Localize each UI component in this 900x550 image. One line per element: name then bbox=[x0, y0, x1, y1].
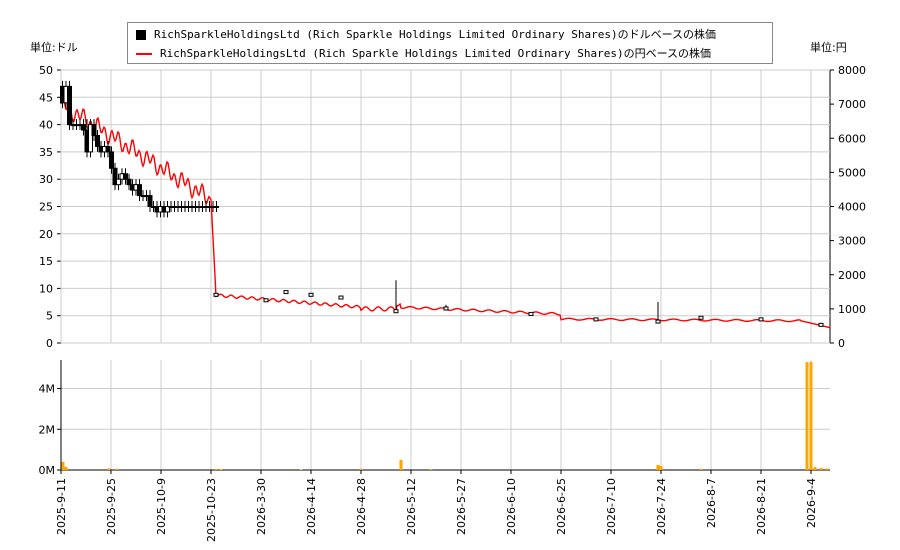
right-tick-label: 4000 bbox=[838, 201, 866, 214]
x-tick-label: 2026-4-14 bbox=[305, 478, 318, 535]
right-tick-label: 1000 bbox=[838, 303, 866, 316]
candle-body bbox=[338, 295, 344, 300]
candle-body bbox=[655, 319, 661, 324]
candle-body bbox=[818, 322, 824, 327]
x-tick-label: 2025-9-11 bbox=[55, 478, 68, 535]
x-tick-label: 2025-9-25 bbox=[105, 478, 118, 535]
candle-body bbox=[88, 124, 93, 153]
right-tick-label: 7000 bbox=[838, 98, 866, 111]
candle-body bbox=[263, 298, 269, 303]
left-tick-label: 50 bbox=[39, 64, 53, 77]
candle-body bbox=[105, 145, 111, 153]
candle-body bbox=[758, 317, 764, 322]
volume-bar bbox=[699, 468, 703, 470]
x-tick-label: 2026-8-21 bbox=[755, 478, 768, 535]
candle-body bbox=[67, 85, 72, 126]
volume-bar bbox=[214, 468, 218, 470]
volume-bar bbox=[659, 465, 663, 470]
candle-body bbox=[698, 315, 704, 320]
volume-panel-bg bbox=[61, 360, 830, 470]
x-tick-label: 2026-7-10 bbox=[605, 478, 618, 535]
candle-body bbox=[528, 311, 534, 316]
candle-body bbox=[593, 317, 599, 322]
left-tick-label: 10 bbox=[39, 282, 53, 295]
right-tick-label: 6000 bbox=[838, 132, 866, 145]
candle-body bbox=[123, 173, 128, 180]
candle-body bbox=[81, 124, 86, 131]
candle-body bbox=[116, 178, 121, 186]
volume-bar bbox=[64, 466, 68, 470]
candle-body bbox=[393, 309, 399, 314]
x-tick-label: 2025-10-9 bbox=[155, 478, 168, 535]
right-tick-label: 8000 bbox=[838, 64, 866, 77]
volume-bar bbox=[819, 467, 823, 470]
candle-body bbox=[283, 290, 289, 295]
right-tick-label: 3000 bbox=[838, 235, 866, 248]
left-tick-label: 0 bbox=[46, 337, 53, 350]
legend-label-yen: RichSparkleHoldingsLtd (Rich Sparkle Hol… bbox=[160, 47, 712, 60]
legend: RichSparkleHoldingsLtd (Rich Sparkle Hol… bbox=[127, 22, 773, 64]
legend-label-dollar: RichSparkleHoldingsLtd (Rich Sparkle Hol… bbox=[154, 28, 717, 41]
volume-bar bbox=[813, 466, 817, 470]
left-tick-label: 40 bbox=[39, 119, 53, 132]
volume-bar bbox=[825, 468, 829, 470]
candle-body bbox=[95, 135, 100, 147]
left-tick-label: 20 bbox=[39, 228, 53, 241]
x-tick-label: 2026-6-10 bbox=[505, 478, 518, 535]
legend-item-dollar: RichSparkleHoldingsLtd (Rich Sparkle Hol… bbox=[136, 26, 716, 44]
x-tick-label: 2026-6-25 bbox=[555, 478, 568, 535]
candle-swatch-icon bbox=[136, 30, 146, 40]
candle-body bbox=[137, 184, 142, 197]
volume-bar bbox=[115, 468, 119, 470]
candle-body bbox=[109, 151, 114, 169]
volume-tick-label: 2M bbox=[39, 423, 56, 436]
x-tick-label: 2026-5-12 bbox=[405, 478, 418, 535]
candle-body bbox=[147, 195, 153, 208]
candle-body bbox=[308, 292, 314, 297]
left-tick-label: 30 bbox=[39, 173, 53, 186]
right-axis-unit: 単位:円 bbox=[810, 41, 847, 54]
x-tick-label: 2026-7-24 bbox=[655, 478, 668, 535]
left-tick-label: 15 bbox=[39, 255, 53, 268]
candle-body bbox=[213, 292, 219, 297]
volume-bar bbox=[107, 468, 111, 470]
volume-bar bbox=[219, 469, 223, 470]
legend-item-yen: RichSparkleHoldingsLtd (Rich Sparkle Hol… bbox=[136, 45, 711, 63]
volume-bar bbox=[805, 362, 809, 470]
left-tick-label: 35 bbox=[39, 146, 53, 159]
x-tick-label: 2026-9-4 bbox=[805, 478, 818, 528]
candle-body bbox=[443, 306, 449, 311]
volume-bar bbox=[299, 469, 303, 470]
volume-bar bbox=[359, 468, 363, 470]
x-tick-label: 2026-5-27 bbox=[455, 478, 468, 535]
volume-bar bbox=[809, 362, 813, 470]
volume-bar bbox=[656, 464, 660, 470]
x-tick-label: 2026-3-30 bbox=[255, 478, 268, 535]
candle-body bbox=[165, 206, 170, 213]
line-swatch-icon bbox=[136, 53, 152, 55]
candle-body bbox=[214, 206, 219, 208]
left-axis-unit: 単位:ドル bbox=[30, 41, 78, 54]
candle-body bbox=[91, 124, 97, 137]
right-tick-label: 5000 bbox=[838, 166, 866, 179]
left-tick-label: 25 bbox=[39, 201, 53, 214]
left-tick-label: 5 bbox=[46, 310, 53, 323]
volume-bar bbox=[61, 461, 65, 470]
candle-body bbox=[126, 178, 132, 186]
x-tick-label: 2026-4-28 bbox=[355, 478, 368, 535]
left-tick-label: 45 bbox=[39, 91, 53, 104]
candle-body bbox=[112, 167, 118, 186]
right-tick-label: 0 bbox=[838, 337, 845, 350]
volume-tick-label: 0M bbox=[39, 464, 56, 477]
volume-bar bbox=[429, 469, 433, 470]
volume-bar bbox=[399, 459, 403, 470]
x-tick-label: 2026-8-7 bbox=[705, 478, 718, 528]
volume-tick-label: 4M bbox=[39, 383, 56, 396]
right-tick-label: 2000 bbox=[838, 269, 866, 282]
x-tick-label: 2025-10-23 bbox=[205, 478, 218, 542]
